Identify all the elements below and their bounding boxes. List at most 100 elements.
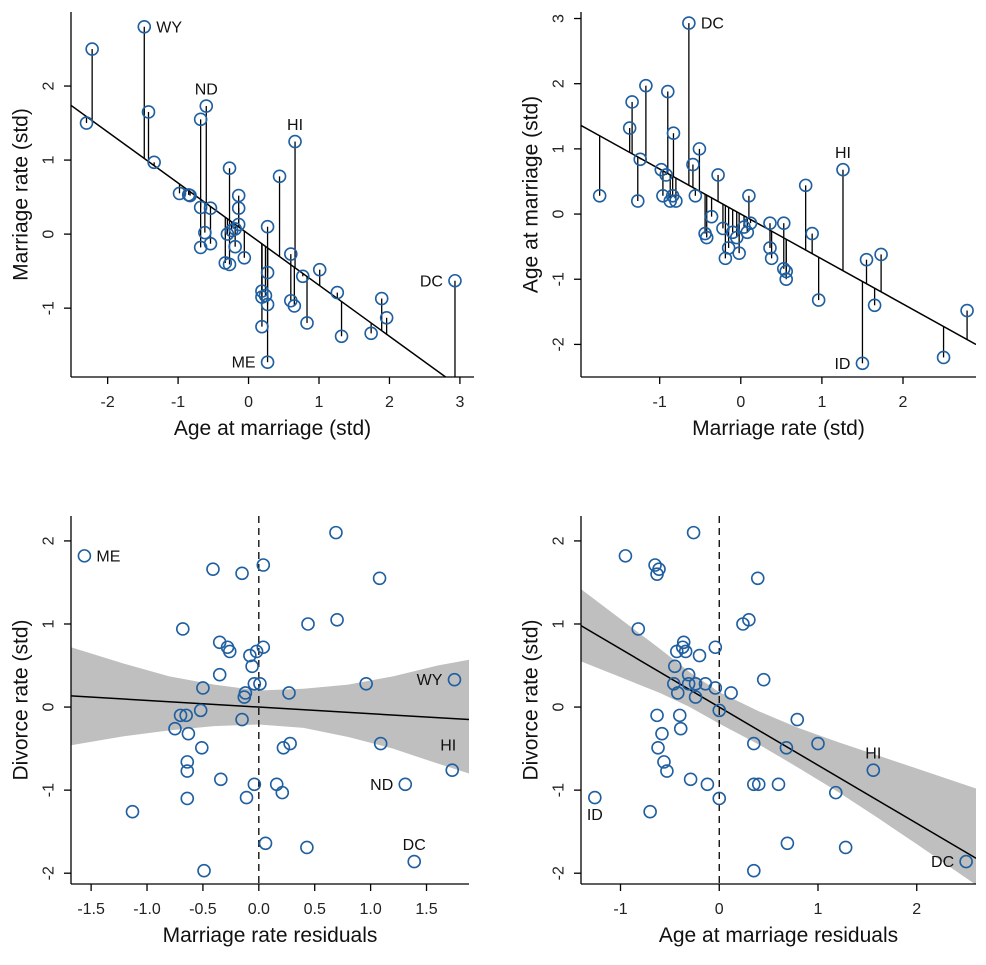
data-point xyxy=(77,549,92,563)
data-point xyxy=(222,644,237,659)
data-point xyxy=(678,644,693,659)
data-point xyxy=(633,152,648,167)
data-point xyxy=(666,126,681,141)
data-point xyxy=(652,562,666,576)
data-point xyxy=(255,319,269,334)
panel-age-vs-marriage-rate: -1 0 1 2 -2 -1 0 1 2 3 Marriage rate (std) Age at m… xyxy=(520,12,976,440)
data-point xyxy=(659,168,673,182)
y-tick-label: 0 xyxy=(41,703,58,712)
data-point xyxy=(288,134,302,149)
data-point xyxy=(779,740,794,755)
data-point xyxy=(668,659,682,674)
data-point xyxy=(283,736,297,751)
data-point xyxy=(284,247,298,261)
data-point xyxy=(141,105,156,119)
data-point xyxy=(874,247,888,262)
data-point xyxy=(301,617,315,631)
data-point xyxy=(195,740,209,755)
data-point xyxy=(779,272,794,287)
data-point xyxy=(235,566,249,581)
data-point xyxy=(764,251,779,266)
data-point xyxy=(260,219,275,234)
y-tick-label: 2 xyxy=(41,536,58,545)
data-point xyxy=(85,42,99,56)
y-tick-label: 0 xyxy=(41,230,58,239)
data-point xyxy=(790,712,805,727)
data-point xyxy=(836,162,850,177)
point-label-dc: DC xyxy=(931,854,954,871)
data-point xyxy=(373,736,388,751)
x-tick-label: 1 xyxy=(814,901,823,918)
data-point xyxy=(651,740,665,755)
data-point xyxy=(959,854,973,869)
x-tick-label: -0.5 xyxy=(189,901,217,918)
plot-area xyxy=(581,16,976,371)
data-point xyxy=(747,863,761,878)
data-point xyxy=(147,155,161,170)
point-label-nd: ND xyxy=(195,82,218,99)
data-point xyxy=(740,225,755,240)
y-tick-label: -2 xyxy=(41,866,58,880)
data-point xyxy=(675,640,690,655)
data-point xyxy=(180,791,195,806)
data-point xyxy=(655,726,669,741)
data-point xyxy=(272,169,287,184)
data-point xyxy=(630,194,645,208)
point-label-id: ID xyxy=(834,356,850,373)
data-point xyxy=(673,721,688,736)
data-point xyxy=(245,659,259,674)
x-tick-label: 1.5 xyxy=(415,901,437,918)
point-label-hi: HI xyxy=(835,145,851,162)
x-tick-label: -1 xyxy=(171,394,185,411)
data-point xyxy=(212,667,227,682)
data-point xyxy=(692,142,707,156)
data-point xyxy=(648,558,662,572)
data-point xyxy=(137,20,152,34)
data-point xyxy=(256,558,271,572)
point-label-me: ME xyxy=(96,548,120,565)
data-point xyxy=(776,262,791,276)
y-tick-label: -1 xyxy=(551,272,568,286)
data-point xyxy=(359,677,373,691)
data-point xyxy=(334,329,349,344)
data-point xyxy=(712,791,727,806)
data-point xyxy=(330,285,345,300)
data-point xyxy=(231,217,246,232)
data-point xyxy=(168,721,182,736)
data-point xyxy=(670,686,685,700)
data-point xyxy=(751,777,766,792)
x-tick-label: 3 xyxy=(455,394,464,411)
data-point xyxy=(228,222,242,236)
data-point xyxy=(708,681,723,695)
data-point xyxy=(672,708,687,723)
plot-area xyxy=(71,20,462,377)
point-label-wy: WY xyxy=(156,19,182,36)
x-tick-label: -1 xyxy=(653,394,667,411)
y-tick-label: 0 xyxy=(551,210,568,219)
data-point xyxy=(776,216,791,230)
plot-area xyxy=(581,516,976,884)
data-point xyxy=(372,571,387,586)
x-axis-title: Age at marriage (std) xyxy=(174,417,371,440)
confidence-band xyxy=(71,647,469,774)
data-point xyxy=(669,194,683,208)
panel-marriage-rate-vs-age: -2 -1 0 1 2 3 -1 0 1 2 Age at marriage (std) Marria… xyxy=(10,12,474,440)
y-tick-label: 1 xyxy=(41,156,58,165)
x-tick-label: 0 xyxy=(244,394,253,411)
data-point xyxy=(448,273,462,288)
data-point xyxy=(180,755,195,769)
x-tick-label: 0.5 xyxy=(304,901,326,918)
data-point xyxy=(206,562,220,576)
y-axis-title: Marriage rate (std) xyxy=(10,108,33,281)
data-point xyxy=(228,239,242,254)
data-point xyxy=(960,303,974,318)
x-tick-label: 1 xyxy=(817,394,826,411)
point-label-me: ME xyxy=(232,355,256,372)
data-point xyxy=(238,686,253,700)
data-point xyxy=(260,355,275,369)
x-tick-label: 0 xyxy=(715,901,724,918)
data-point xyxy=(407,854,422,869)
data-point xyxy=(660,764,674,778)
data-point xyxy=(180,764,195,778)
regression-line xyxy=(581,124,976,346)
